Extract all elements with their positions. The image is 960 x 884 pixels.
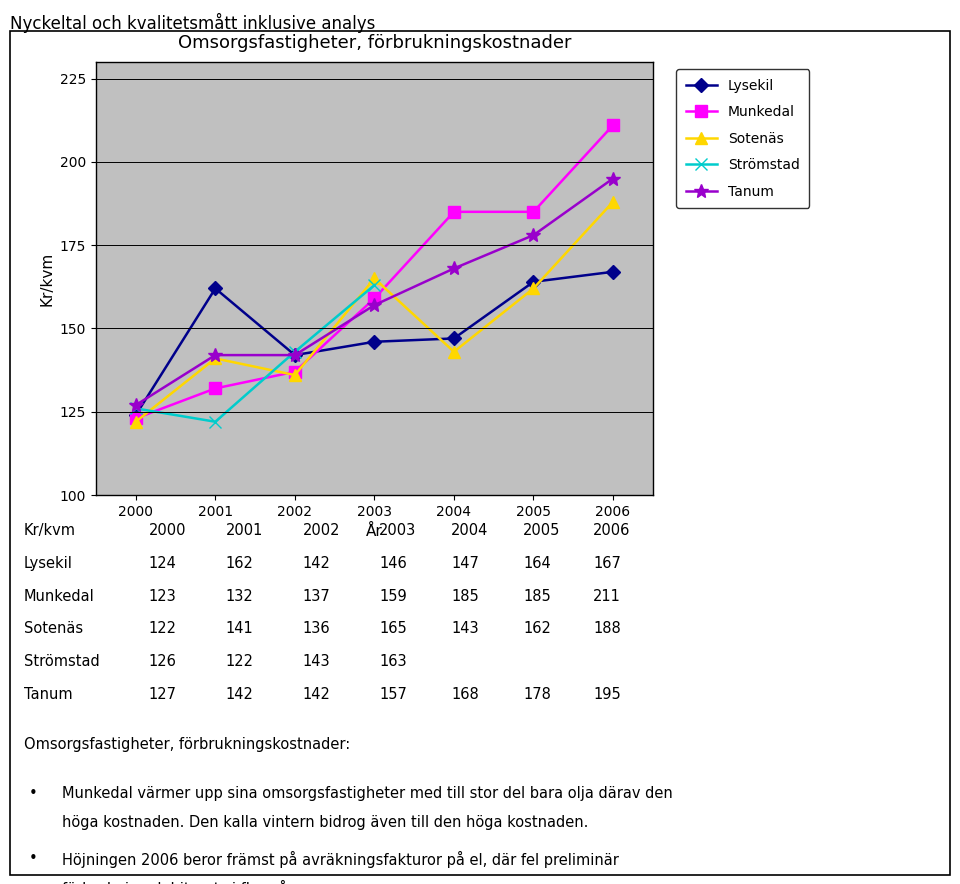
Text: 165: 165	[379, 621, 407, 636]
Text: 141: 141	[226, 621, 253, 636]
Text: förbrukning debiterats i flera år.: förbrukning debiterats i flera år.	[62, 880, 298, 884]
Text: 185: 185	[523, 589, 551, 604]
Text: 159: 159	[379, 589, 407, 604]
Text: Strömstad: Strömstad	[24, 654, 100, 669]
Text: Höjningen 2006 beror främst på avräkningsfakturor på el, där fel preliminär: Höjningen 2006 beror främst på avräkning…	[62, 851, 619, 868]
Text: 2003: 2003	[379, 523, 417, 538]
Text: 136: 136	[302, 621, 330, 636]
Lysekil	[289, 350, 300, 361]
Text: 142: 142	[302, 687, 330, 702]
Munkedal	[528, 207, 540, 217]
Lysekil	[209, 283, 221, 293]
Strömstad	[209, 416, 221, 427]
Sotenäs	[289, 370, 300, 380]
Munkedal	[209, 383, 221, 393]
Lysekil	[130, 410, 141, 421]
Lysekil	[448, 333, 460, 344]
Tanum	[608, 173, 619, 184]
Lysekil	[369, 337, 380, 347]
Text: Sotenäs: Sotenäs	[24, 621, 84, 636]
Text: 2000: 2000	[149, 523, 186, 538]
Text: 2006: 2006	[593, 523, 631, 538]
Sotenäs	[608, 196, 619, 207]
Line: Lysekil: Lysekil	[131, 267, 618, 420]
Text: 146: 146	[379, 556, 407, 571]
Sotenäs	[209, 353, 221, 363]
Text: 157: 157	[379, 687, 407, 702]
Text: 124: 124	[149, 556, 177, 571]
Lysekil	[528, 277, 540, 287]
Munkedal	[130, 413, 141, 423]
Text: 142: 142	[302, 556, 330, 571]
Title: Omsorgsfastigheter, förbrukningskostnader: Omsorgsfastigheter, förbrukningskostnade…	[178, 34, 571, 52]
Tanum	[130, 400, 141, 410]
Y-axis label: Kr/kvm: Kr/kvm	[39, 251, 55, 306]
Text: Munkedal: Munkedal	[24, 589, 95, 604]
Text: 122: 122	[226, 654, 253, 669]
Text: 162: 162	[523, 621, 551, 636]
Munkedal	[608, 120, 619, 131]
Sotenäs	[369, 273, 380, 284]
Text: 162: 162	[226, 556, 253, 571]
Sotenäs	[528, 283, 540, 293]
Munkedal	[448, 207, 460, 217]
Tanum	[528, 230, 540, 240]
Text: 195: 195	[593, 687, 621, 702]
Tanum	[209, 350, 221, 361]
Text: 211: 211	[593, 589, 621, 604]
Text: 164: 164	[523, 556, 551, 571]
Line: Munkedal: Munkedal	[131, 119, 618, 424]
Lysekil	[608, 266, 619, 277]
Text: 2001: 2001	[226, 523, 263, 538]
Text: 168: 168	[451, 687, 479, 702]
Text: 2004: 2004	[451, 523, 489, 538]
Text: 2005: 2005	[523, 523, 561, 538]
Line: Strömstad: Strömstad	[131, 279, 380, 427]
Munkedal	[369, 293, 380, 304]
Text: 142: 142	[226, 687, 253, 702]
Sotenäs	[130, 416, 141, 427]
Text: 147: 147	[451, 556, 479, 571]
Text: 126: 126	[149, 654, 177, 669]
Text: 123: 123	[149, 589, 177, 604]
Text: 178: 178	[523, 687, 551, 702]
Legend: Lysekil, Munkedal, Sotenäs, Strömstad, Tanum: Lysekil, Munkedal, Sotenäs, Strömstad, T…	[677, 69, 809, 209]
Text: Kr/kvm: Kr/kvm	[24, 523, 76, 538]
Tanum	[448, 263, 460, 274]
Text: 137: 137	[302, 589, 330, 604]
Text: 188: 188	[593, 621, 621, 636]
Text: höga kostnaden. Den kalla vintern bidrog även till den höga kostnaden.: höga kostnaden. Den kalla vintern bidrog…	[62, 815, 588, 830]
Line: Sotenäs: Sotenäs	[131, 196, 618, 427]
Text: •: •	[29, 851, 37, 866]
Text: Lysekil: Lysekil	[24, 556, 73, 571]
Text: •: •	[29, 786, 37, 801]
Line: Tanum: Tanum	[129, 171, 620, 412]
Text: 143: 143	[451, 621, 479, 636]
Tanum	[289, 350, 300, 361]
Text: 2002: 2002	[302, 523, 340, 538]
Text: 185: 185	[451, 589, 479, 604]
Text: 143: 143	[302, 654, 330, 669]
Text: 132: 132	[226, 589, 253, 604]
Text: 127: 127	[149, 687, 177, 702]
X-axis label: År: År	[366, 524, 383, 539]
Strömstad	[289, 347, 300, 357]
Tanum	[369, 300, 380, 310]
Strömstad	[369, 280, 380, 291]
Text: 163: 163	[379, 654, 407, 669]
Text: 167: 167	[593, 556, 621, 571]
Text: 122: 122	[149, 621, 177, 636]
Text: Nyckeltal och kvalitetsmått inklusive analys: Nyckeltal och kvalitetsmått inklusive an…	[10, 13, 375, 34]
Sotenäs	[448, 347, 460, 357]
Text: Munkedal värmer upp sina omsorgsfastigheter med till stor del bara olja därav de: Munkedal värmer upp sina omsorgsfastighe…	[62, 786, 673, 801]
Strömstad	[130, 403, 141, 414]
Text: Omsorgsfastigheter, förbrukningskostnader:: Omsorgsfastigheter, förbrukningskostnade…	[24, 737, 350, 752]
Munkedal	[289, 367, 300, 377]
Text: Tanum: Tanum	[24, 687, 73, 702]
